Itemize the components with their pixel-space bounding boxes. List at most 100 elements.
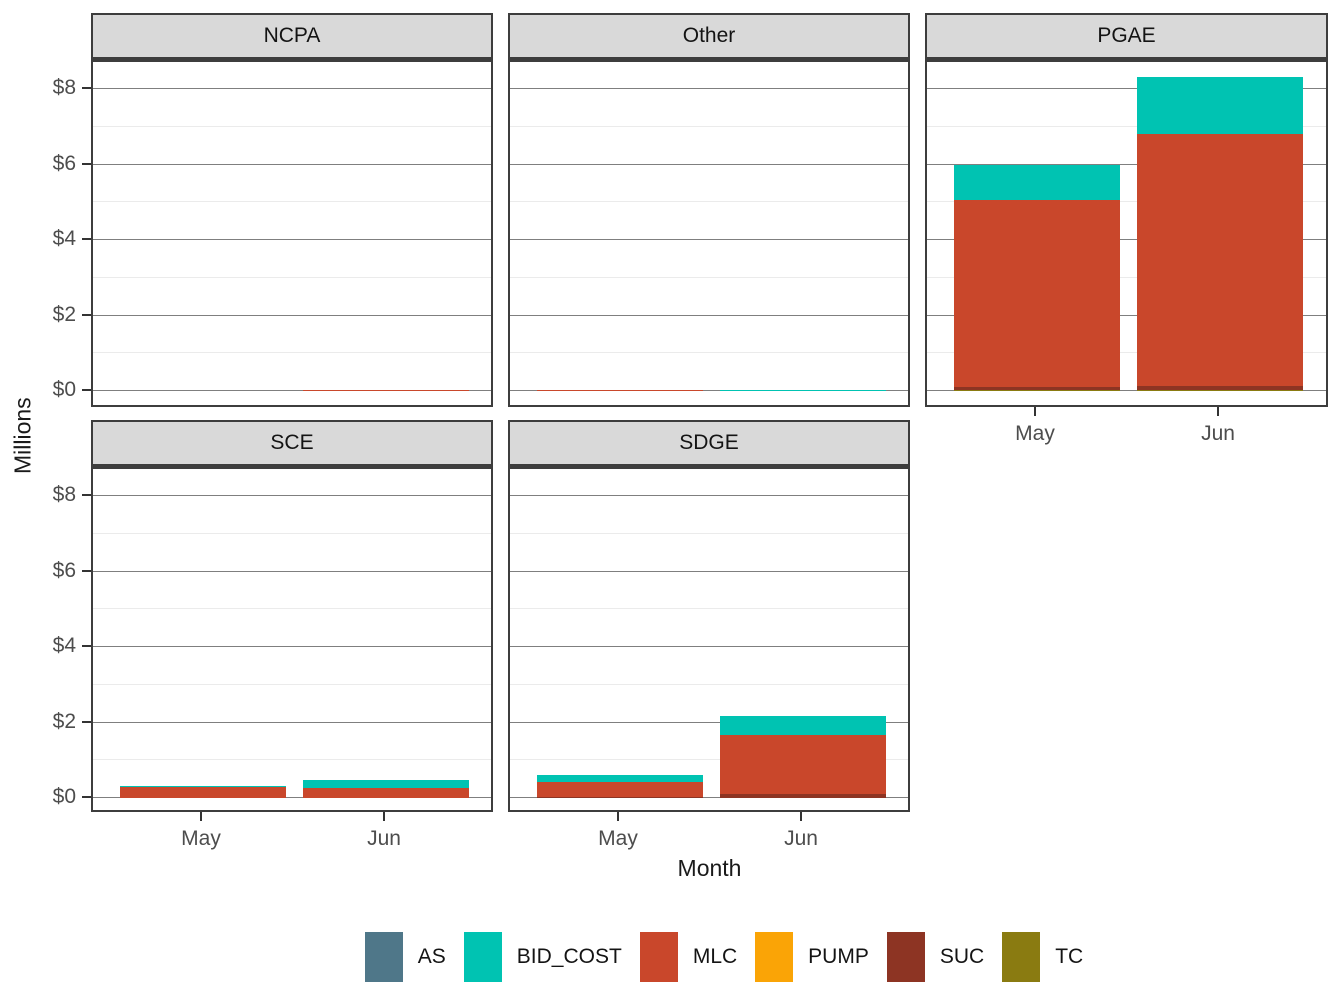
legend-item: PUMP (755, 932, 869, 982)
major-gridline (510, 239, 908, 240)
major-gridline (93, 314, 491, 316)
legend-label: PUMP (808, 945, 869, 968)
minor-gridline (927, 201, 1326, 203)
bar-segment-mlc (120, 787, 286, 798)
facet-panel (91, 466, 493, 812)
y-axis-tick (82, 313, 91, 316)
legend: AS BID_COST MLC PUMP SUC TC (0, 931, 1344, 983)
y-axis-tick-label: $6 (52, 558, 76, 582)
minor-gridline (93, 608, 491, 610)
y-axis-tick (82, 645, 91, 647)
bar-segment-bid_cost (303, 779, 469, 789)
minor-gridline (927, 352, 1326, 354)
y-axis-tick (82, 720, 91, 723)
x-axis-tick (1034, 407, 1036, 416)
x-axis-tick (800, 812, 802, 821)
facet-panel (508, 466, 910, 812)
facet-strip: NCPA (91, 13, 493, 59)
y-axis-tick-label: $0 (52, 378, 76, 401)
bar-segment-mlc (537, 781, 703, 797)
y-axis-tick-label: $8 (52, 483, 76, 506)
major-gridline (510, 646, 908, 647)
minor-gridline (927, 276, 1326, 278)
facet-strip: Other (508, 13, 910, 59)
facet-strip-label: Other (682, 24, 736, 47)
y-axis-tick-label: $8 (52, 76, 76, 99)
legend-item: BID_COST (463, 932, 622, 982)
minor-gridline (510, 608, 908, 610)
y-axis-tick-label: $4 (52, 634, 76, 657)
major-gridline (93, 721, 491, 723)
major-gridline (93, 239, 491, 240)
major-gridline (510, 797, 908, 798)
major-gridline (927, 163, 1326, 165)
bar-segment-mlc (537, 390, 703, 391)
major-gridline (93, 88, 491, 89)
bar-segment-mlc (303, 390, 469, 391)
major-gridline (510, 390, 908, 391)
x-axis-tick (617, 812, 619, 821)
facet-strip: SCE (91, 420, 493, 466)
legend-key-mlc (639, 932, 678, 982)
x-axis-tick-label: Jun (784, 827, 818, 850)
major-gridline (510, 570, 908, 572)
y-axis-tick (82, 796, 91, 798)
major-gridline (93, 163, 491, 165)
x-axis-tick (1217, 407, 1219, 416)
minor-gridline (510, 201, 908, 203)
y-axis-tick (82, 569, 91, 572)
bar-segment-suc (720, 793, 886, 798)
minor-gridline (510, 759, 908, 761)
legend-key-as (364, 932, 403, 982)
legend-label: TC (1055, 945, 1084, 968)
facet-strip-label: NCPA (263, 24, 321, 47)
x-axis-tick-label: May (181, 827, 221, 850)
major-gridline (927, 314, 1326, 316)
bar-segment-mlc (303, 788, 469, 798)
bar-segment-bid_cost (120, 785, 286, 788)
major-gridline (927, 390, 1326, 391)
bar-segment-bid_cost (720, 390, 886, 391)
legend-label: BID_COST (516, 945, 622, 968)
minor-gridline (510, 352, 908, 354)
legend-item: MLC (639, 932, 738, 982)
bar-segment-bid_cost (954, 164, 1120, 201)
minor-gridline (510, 276, 908, 278)
legend-label: SUC (939, 945, 985, 968)
minor-gridline (93, 532, 491, 534)
major-gridline (93, 570, 491, 572)
bar-segment-suc (954, 386, 1120, 391)
legend-key-tc (1002, 932, 1041, 982)
legend-label: MLC (692, 945, 738, 968)
minor-gridline (93, 125, 491, 127)
legend-item: TC (1002, 932, 1083, 982)
major-gridline (510, 721, 908, 723)
facet-strip: PGAE (925, 13, 1328, 59)
minor-gridline (510, 532, 908, 534)
y-axis-tick (82, 494, 91, 496)
major-gridline (93, 495, 491, 496)
bar-segment-suc (1137, 385, 1303, 391)
y-axis-tick-label: $6 (52, 151, 76, 175)
legend-label: AS (417, 945, 446, 968)
bar-segment-mlc (720, 735, 886, 794)
bar-segment-tc (1137, 390, 1303, 391)
y-axis-tick-label: $4 (52, 227, 76, 250)
facet-panel (508, 59, 910, 407)
x-axis-title: Month (677, 855, 742, 881)
bar-segment-tc (954, 390, 1120, 391)
major-gridline (93, 390, 491, 391)
bar-segment-bid_cost (1137, 76, 1303, 134)
y-axis-tick-label: $2 (52, 709, 76, 733)
minor-gridline (510, 125, 908, 127)
facet-strip-label: SDGE (679, 431, 739, 454)
facet-strip-label: PGAE (1097, 24, 1156, 47)
bar-segment-mlc (954, 200, 1120, 387)
major-gridline (510, 88, 908, 89)
bar-segment-bid_cost (537, 775, 703, 782)
major-gridline (93, 797, 491, 798)
facet-strip-label: SCE (270, 431, 314, 454)
y-axis-tick (82, 87, 91, 89)
bar-segment-mlc (1137, 133, 1303, 386)
